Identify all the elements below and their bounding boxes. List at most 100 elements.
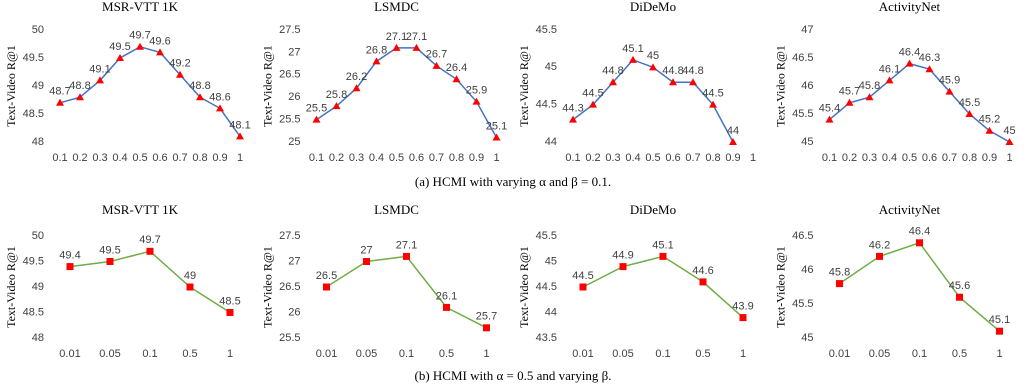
data-label: 45.6 [949,280,970,292]
x-tick-label: 0.4 [882,152,897,164]
marker [925,65,934,73]
series-line [316,47,498,138]
x-tick-label: 0.3 [92,152,107,164]
x-tick-label: 0.8 [962,152,977,164]
marker [226,309,234,316]
x-tick-label: 0.5 [182,348,197,360]
x-tick-label: 0.01 [316,348,337,360]
marker [619,263,627,271]
marker [472,97,481,105]
data-label: 46.3 [919,52,940,64]
x-tick-label: 0.01 [829,348,850,360]
marker [1005,138,1014,145]
marker [876,252,883,260]
chart-title: DiDeMo [630,0,676,14]
data-label: 46.4 [899,47,920,59]
x-tick-label: 1 [750,152,756,164]
data-label: 26.8 [366,44,387,56]
y-tick-label: 25.5 [279,114,300,126]
chart-title: MSR-VTT 1K [102,0,179,14]
marker [996,327,1003,335]
marker [106,258,114,265]
marker [905,59,914,67]
x-tick-label: 0.01 [572,348,593,360]
y-tick-label: 45.5 [792,108,813,120]
data-label: 49.2 [169,58,190,70]
x-tick-label: 0.5 [645,152,660,164]
data-label: 48.7 [49,86,70,98]
y-tick-label: 27.5 [279,24,300,36]
y-tick-label: 26.5 [279,69,300,81]
data-label: 26.1 [436,290,457,302]
data-label: 44.8 [602,65,623,77]
marker [96,76,104,84]
data-label: 44.5 [702,88,723,100]
x-tick-label: 0.5 [389,152,404,164]
data-label: 48.8 [189,80,210,92]
marker [66,263,74,271]
x-tick-label: 0.6 [152,152,167,164]
marker [649,63,657,71]
x-tick-label: 0.3 [349,152,364,164]
data-label: 45.1 [622,43,643,55]
marker [836,280,843,288]
marker [146,247,154,255]
x-tick-label: 0.1 [52,152,67,164]
data-label: 49.6 [149,35,170,47]
x-tick-label: 0.1 [142,348,157,360]
marker [372,57,381,65]
data-label: 25.5 [306,103,327,115]
marker [845,98,854,106]
data-label: 27.1 [406,31,427,43]
marker [739,314,747,322]
data-label: 26.2 [346,71,367,83]
y-tick-label: 26.5 [279,281,300,293]
data-label: 49.1 [89,63,110,75]
marker [965,110,974,117]
x-tick-label: 0.5 [695,348,710,360]
data-label: 26.4 [446,62,467,74]
marker [569,115,577,123]
data-label: 45.5 [959,97,980,109]
data-label: 27.1 [396,239,417,251]
x-tick-label: 0.5 [902,152,917,164]
y-tick-label: 49.5 [23,52,44,64]
y-axis-label: Text-Video R@1 [4,246,18,328]
x-tick-label: 0.1 [655,348,670,360]
marker [443,303,450,311]
marker [332,102,341,110]
data-label: 49.4 [59,250,80,262]
y-tick-label: 49 [32,281,44,293]
x-tick-label: 0.1 [399,348,414,360]
marker [156,48,164,56]
x-tick-label: 1 [996,348,1002,360]
marker [323,283,330,291]
x-tick-label: 0.8 [192,152,207,164]
x-tick-label: 0.2 [329,152,344,164]
y-axis-label: Text-Video R@1 [4,45,18,127]
chart-title: LSMDC [374,202,419,217]
marker [236,132,244,140]
marker [403,252,410,260]
y-tick-label: 46 [801,264,813,276]
data-label: 44 [727,125,739,137]
y-axis-label: Text-Video R@1 [517,246,531,328]
data-label: 44.3 [562,103,583,115]
y-axis-label: Text-Video R@1 [260,246,274,328]
marker [629,55,637,63]
marker [492,133,501,141]
marker [176,70,184,78]
marker [483,324,490,332]
data-label: 45 [1003,125,1015,137]
data-label: 45.8 [859,80,880,92]
series-line [839,241,1000,332]
data-label: 49.5 [109,41,130,53]
marker [669,78,677,86]
marker [196,93,204,101]
x-tick-label: 0.2 [585,152,600,164]
x-tick-label: 0.05 [612,348,633,360]
chart-title: ActivityNet [879,202,941,217]
y-tick-label: 50 [32,230,44,242]
data-label: 25.8 [326,89,347,101]
